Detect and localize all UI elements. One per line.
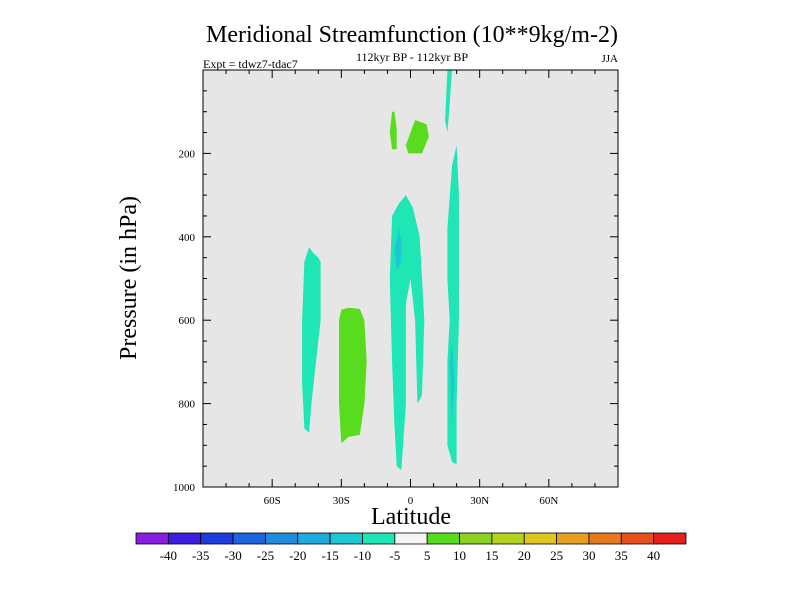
contour-blue-core-20N [449, 341, 455, 425]
colorbar-box [620, 532, 655, 545]
colorbar-box [523, 532, 557, 545]
colorbar-label: -25 [257, 548, 274, 563]
colorbar: -40 -35 -30 -25 -20 -15 -10 -5 5 10 15 20 25 30 35 40 [135, 532, 687, 563]
y-tick-label: 400 [179, 232, 196, 244]
x-tick-label: 60S [264, 495, 281, 507]
axis-ticks: 60S 30S 0 30N 60N 200 400 600 800 1000 [173, 70, 618, 507]
colorbar-box [426, 532, 460, 545]
colorbar-box [556, 532, 590, 545]
contour-green-lobe-upper-left [389, 111, 397, 150]
colorbar-box [329, 532, 363, 545]
colorbar-label: 40 [647, 548, 660, 563]
contour-teal-band-40S [302, 247, 321, 433]
colorbar-label: -35 [192, 548, 209, 563]
colorbar-label: -5 [389, 548, 400, 563]
colorbar-label: 35 [615, 548, 628, 563]
season-label: JJA [601, 53, 618, 65]
colorbar-box [362, 532, 396, 545]
x-tick-label: 0 [408, 495, 414, 507]
y-tick-label: 1000 [173, 482, 196, 494]
colorbar-box [135, 532, 169, 545]
colorbar-label: -15 [321, 548, 338, 563]
contour-teal-band-20N-top [445, 70, 452, 133]
colorbar-box [394, 532, 428, 545]
colorbar-label: 30 [582, 548, 595, 563]
y-tick-label: 800 [179, 399, 196, 411]
colorbar-box [588, 532, 622, 545]
contour-teal-band-20N [447, 145, 459, 465]
y-tick-label: 600 [179, 315, 196, 327]
colorbar-box [459, 532, 493, 545]
colorbar-label: -40 [160, 548, 177, 563]
colorbar-box [167, 532, 202, 545]
colorbar-label: 25 [550, 548, 563, 563]
x-tick-label: 30S [333, 495, 350, 507]
x-axis-label: Latitude [371, 504, 451, 530]
colorbar-label: -10 [354, 548, 371, 563]
y-axis-label: Pressure (in hPa) [116, 196, 142, 360]
colorbar-label: 10 [453, 548, 466, 563]
contour-regions [302, 70, 459, 471]
contour-blue-core-equator [394, 228, 402, 271]
colorbar-label: -20 [289, 548, 306, 563]
colorbar-label: 5 [424, 548, 431, 563]
colorbar-box [232, 532, 266, 545]
chart-subtitle: 112kyr BP - 112kyr BP [356, 50, 468, 64]
y-tick-label: 200 [179, 148, 196, 160]
contour-green-lobe-30S [339, 307, 367, 444]
colorbar-box [265, 532, 299, 545]
colorbar-box [491, 532, 525, 545]
x-tick-label: 60N [539, 495, 558, 507]
colorbar-label: -30 [224, 548, 241, 563]
colorbar-label: 20 [518, 548, 531, 563]
experiment-label: Expt = tdwz7-tdac7 [203, 57, 298, 71]
colorbar-box [297, 532, 331, 545]
colorbar-box [653, 532, 687, 545]
colorbar-label: 15 [485, 548, 498, 563]
chart-title: Meridional Streamfunction (10**9kg/m-2) [206, 22, 618, 48]
x-tick-label: 30N [470, 495, 489, 507]
contour-green-lobe-upper-right [405, 120, 429, 154]
colorbar-box [200, 532, 234, 545]
